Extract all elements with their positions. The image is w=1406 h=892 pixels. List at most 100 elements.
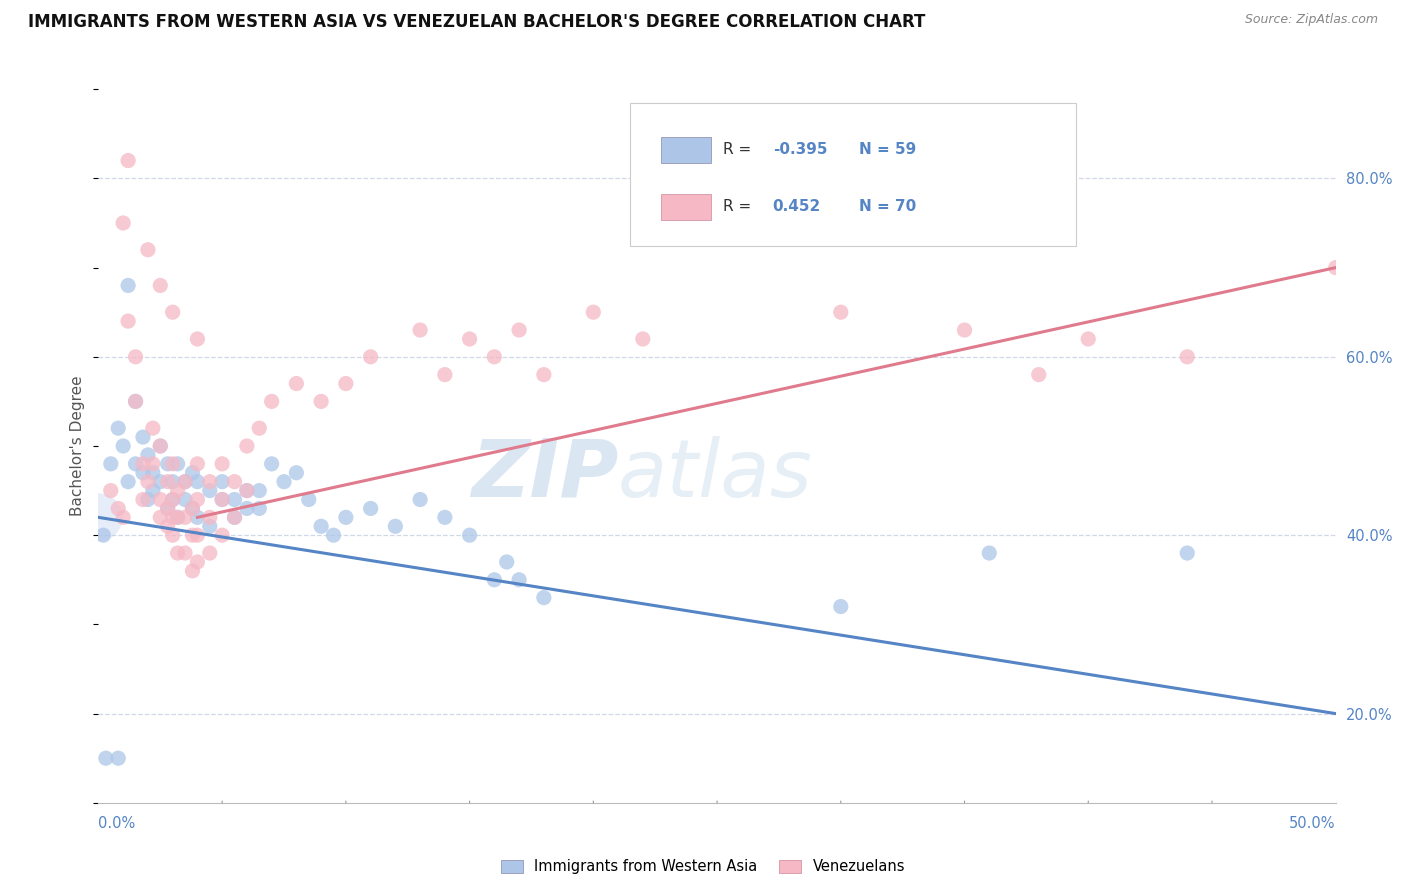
Point bbox=[149, 475, 172, 489]
Point bbox=[149, 278, 172, 293]
Point bbox=[335, 510, 357, 524]
Point bbox=[224, 475, 246, 489]
Point bbox=[224, 492, 246, 507]
Point bbox=[508, 573, 530, 587]
Point bbox=[186, 457, 208, 471]
Point bbox=[186, 555, 208, 569]
Point bbox=[335, 376, 357, 391]
Point bbox=[953, 323, 976, 337]
Point bbox=[198, 510, 221, 524]
Point bbox=[107, 501, 129, 516]
Point bbox=[186, 492, 208, 507]
Point bbox=[166, 510, 188, 524]
Point bbox=[236, 501, 259, 516]
Point bbox=[166, 510, 188, 524]
Point bbox=[198, 475, 221, 489]
Point bbox=[107, 751, 129, 765]
Point bbox=[117, 278, 139, 293]
Point bbox=[236, 483, 259, 498]
Point bbox=[156, 457, 179, 471]
Point bbox=[93, 528, 115, 542]
Point bbox=[156, 501, 179, 516]
Point bbox=[495, 555, 517, 569]
FancyBboxPatch shape bbox=[661, 194, 711, 219]
Point bbox=[322, 528, 344, 542]
Point bbox=[136, 475, 159, 489]
Point bbox=[181, 501, 204, 516]
Point bbox=[830, 305, 852, 319]
Point bbox=[198, 483, 221, 498]
Text: 50.0%: 50.0% bbox=[1289, 816, 1336, 831]
Text: Source: ZipAtlas.com: Source: ZipAtlas.com bbox=[1244, 13, 1378, 27]
Point bbox=[87, 510, 110, 524]
Text: IMMIGRANTS FROM WESTERN ASIA VS VENEZUELAN BACHELOR'S DEGREE CORRELATION CHART: IMMIGRANTS FROM WESTERN ASIA VS VENEZUEL… bbox=[28, 13, 925, 31]
Point bbox=[107, 421, 129, 435]
Point bbox=[174, 475, 197, 489]
Text: ZIP: ZIP bbox=[471, 435, 619, 514]
Point bbox=[117, 153, 139, 168]
Point bbox=[149, 439, 172, 453]
Point bbox=[186, 510, 208, 524]
Point bbox=[181, 466, 204, 480]
Point bbox=[198, 546, 221, 560]
Point bbox=[830, 599, 852, 614]
Point bbox=[433, 368, 456, 382]
Point bbox=[198, 519, 221, 533]
Point bbox=[124, 350, 146, 364]
Point bbox=[142, 483, 165, 498]
Text: R =: R = bbox=[723, 143, 756, 157]
Point bbox=[142, 466, 165, 480]
Point bbox=[136, 448, 159, 462]
Point bbox=[181, 501, 204, 516]
Point bbox=[458, 528, 481, 542]
Point bbox=[112, 216, 135, 230]
Point bbox=[533, 591, 555, 605]
Point bbox=[211, 492, 233, 507]
Point bbox=[260, 457, 283, 471]
Point bbox=[1028, 368, 1050, 382]
Point bbox=[247, 501, 270, 516]
Point bbox=[247, 421, 270, 435]
Point bbox=[979, 546, 1001, 560]
Point bbox=[156, 501, 179, 516]
Point bbox=[211, 457, 233, 471]
Point bbox=[174, 510, 197, 524]
Text: 0.0%: 0.0% bbox=[98, 816, 135, 831]
Text: R =: R = bbox=[723, 200, 756, 214]
Point bbox=[458, 332, 481, 346]
Point bbox=[484, 350, 506, 364]
Point bbox=[142, 457, 165, 471]
FancyBboxPatch shape bbox=[661, 137, 711, 162]
Point bbox=[211, 492, 233, 507]
Point bbox=[1175, 350, 1198, 364]
Point bbox=[166, 546, 188, 560]
Point bbox=[1324, 260, 1347, 275]
Point bbox=[162, 528, 184, 542]
Point bbox=[1077, 332, 1099, 346]
Point bbox=[94, 751, 117, 765]
Point bbox=[211, 475, 233, 489]
Point bbox=[174, 475, 197, 489]
Point bbox=[285, 466, 308, 480]
Point bbox=[211, 528, 233, 542]
Point bbox=[285, 376, 308, 391]
Point bbox=[631, 332, 654, 346]
Point bbox=[484, 573, 506, 587]
Point bbox=[384, 519, 406, 533]
Point bbox=[142, 421, 165, 435]
Text: N = 70: N = 70 bbox=[859, 200, 917, 214]
Point bbox=[174, 492, 197, 507]
Point bbox=[166, 457, 188, 471]
Point bbox=[298, 492, 321, 507]
Point bbox=[582, 305, 605, 319]
Point bbox=[112, 439, 135, 453]
Point bbox=[136, 492, 159, 507]
Point bbox=[260, 394, 283, 409]
Point bbox=[508, 323, 530, 337]
Point bbox=[132, 466, 155, 480]
Point bbox=[224, 510, 246, 524]
Point bbox=[247, 483, 270, 498]
Point bbox=[124, 457, 146, 471]
Point bbox=[360, 501, 382, 516]
Point bbox=[309, 519, 332, 533]
